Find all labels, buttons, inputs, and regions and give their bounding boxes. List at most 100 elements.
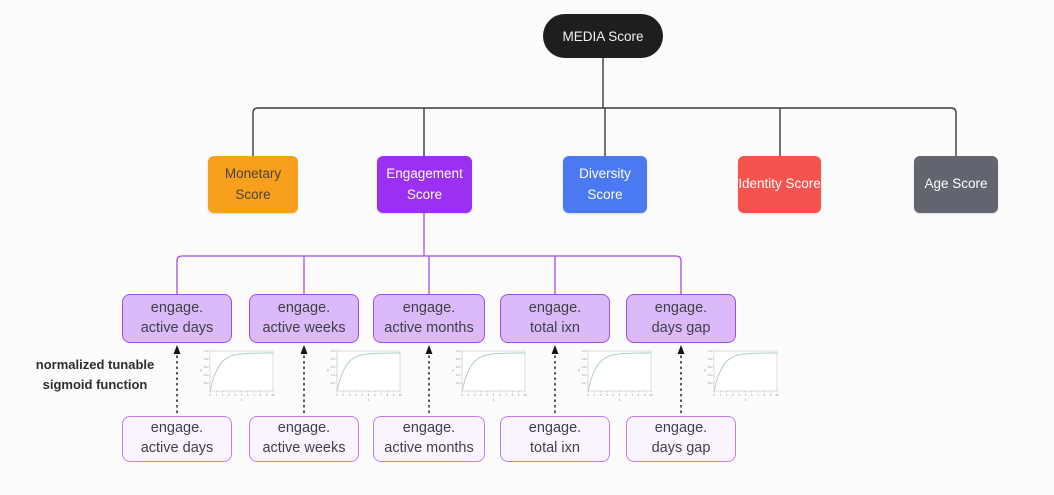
svg-text:0: 0 [713,393,715,397]
svg-text:0.8: 0.8 [331,357,335,361]
svg-text:0.2: 0.2 [204,381,208,385]
node-diversity-score[interactable]: Diversity Score [563,156,647,213]
svg-text:5: 5 [745,393,747,397]
svg-text:0.4: 0.4 [456,373,460,377]
svg-text:0: 0 [209,393,211,397]
svg-text:0.4: 0.4 [582,373,586,377]
svg-text:2: 2 [222,393,224,397]
svg-text:5: 5 [493,393,495,397]
svg-text:10: 10 [271,393,275,397]
svg-text:10: 10 [523,393,527,397]
svg-text:1: 1 [343,393,345,397]
svg-text:1.0: 1.0 [708,349,712,353]
svg-text:3: 3 [228,393,230,397]
svg-text:6: 6 [625,393,627,397]
svg-text:8: 8 [512,393,514,397]
svg-text:0.8: 0.8 [582,357,586,361]
svg-text:0.8: 0.8 [456,357,460,361]
node-engagement-score[interactable]: Engagement Score [377,156,472,213]
node-engage-active-months[interactable]: engage. active months [373,294,485,343]
svg-text:y: y [704,368,706,372]
svg-text:7: 7 [631,393,633,397]
svg-text:1.0: 1.0 [331,349,335,353]
svg-text:1: 1 [720,393,722,397]
svg-text:0.2: 0.2 [456,381,460,385]
svg-text:2: 2 [600,393,602,397]
sigmoid-function-label: normalized tunable sigmoid function [35,357,155,392]
svg-text:0: 0 [336,393,338,397]
node-monetary-score[interactable]: Monetary Score [208,156,298,213]
svg-text:1.0: 1.0 [456,349,460,353]
svg-text:0.6: 0.6 [708,365,712,369]
node-identity-score[interactable]: Identity Score [738,156,821,213]
svg-text:6: 6 [499,393,501,397]
svg-text:2: 2 [474,393,476,397]
node-engage-total-ixn[interactable]: engage. total ixn [500,294,610,343]
svg-text:0.6: 0.6 [456,365,460,369]
svg-text:0: 0 [461,393,463,397]
svg-text:8: 8 [387,393,389,397]
svg-text:7: 7 [380,393,382,397]
svg-text:1: 1 [594,393,596,397]
svg-text:8: 8 [764,393,766,397]
svg-text:10: 10 [649,393,653,397]
svg-text:5: 5 [368,393,370,397]
svg-text:7: 7 [253,393,255,397]
svg-text:2: 2 [349,393,351,397]
svg-text:3: 3 [606,393,608,397]
svg-text:0.2: 0.2 [331,381,335,385]
svg-text:1: 1 [216,393,218,397]
svg-text:3: 3 [732,393,734,397]
input-engage-active-months[interactable]: engage. active months [373,416,485,462]
svg-text:0: 0 [587,393,589,397]
svg-text:8: 8 [260,393,262,397]
node-age-score[interactable]: Age Score [914,156,998,213]
svg-text:7: 7 [505,393,507,397]
input-engage-days-gap[interactable]: engage. days gap [626,416,736,462]
node-media-score[interactable]: MEDIA Score [543,14,663,58]
svg-text:7: 7 [757,393,759,397]
engagement-tree-connectors [176,213,682,294]
svg-text:4: 4 [361,393,363,397]
sigmoid-chart-1: 0 1 2 3 4 5 6 7 8 9 10 0.2 0.4 0.6 0.8 1.0 y x [200,349,275,402]
svg-text:y: y [200,368,202,372]
node-engage-days-gap[interactable]: engage. days gap [626,294,736,343]
svg-text:0.6: 0.6 [331,365,335,369]
svg-text:1: 1 [468,393,470,397]
svg-text:x: x [493,398,495,402]
svg-text:9: 9 [518,393,520,397]
svg-text:0.6: 0.6 [582,365,586,369]
svg-text:x: x [368,398,370,402]
svg-text:x: x [619,398,621,402]
sigmoid-chart-3: 0 1 2 3 4 5 6 7 8 9 10 0.2 0.4 0.6 0.8 1.0 y x [452,349,527,402]
svg-text:0.6: 0.6 [204,365,208,369]
node-engage-active-weeks[interactable]: engage. active weeks [249,294,359,343]
input-engage-active-days[interactable]: engage. active days [122,416,232,462]
input-engage-total-ixn[interactable]: engage. total ixn [500,416,610,462]
svg-text:3: 3 [480,393,482,397]
svg-text:y: y [327,368,329,372]
svg-text:4: 4 [234,393,236,397]
svg-text:1.0: 1.0 [204,349,208,353]
svg-text:0.4: 0.4 [204,373,208,377]
svg-text:10: 10 [398,393,402,397]
svg-text:9: 9 [644,393,646,397]
svg-text:x: x [241,398,243,402]
svg-text:y: y [578,368,580,372]
sigmoid-chart-4: 0 1 2 3 4 5 6 7 8 9 10 0.2 0.4 0.6 0.8 1.0 y x [578,349,653,402]
svg-text:0.4: 0.4 [331,373,335,377]
svg-text:4: 4 [612,393,614,397]
sigmoid-arrow-3 [425,345,433,413]
svg-text:3: 3 [355,393,357,397]
svg-text:6: 6 [751,393,753,397]
svg-text:4: 4 [486,393,488,397]
svg-text:0.8: 0.8 [204,357,208,361]
svg-text:0.8: 0.8 [708,357,712,361]
node-engage-active-days[interactable]: engage. active days [122,294,232,343]
sigmoid-arrow-5 [677,345,685,413]
svg-text:5: 5 [241,393,243,397]
input-engage-active-weeks[interactable]: engage. active weeks [249,416,359,462]
svg-text:5: 5 [619,393,621,397]
